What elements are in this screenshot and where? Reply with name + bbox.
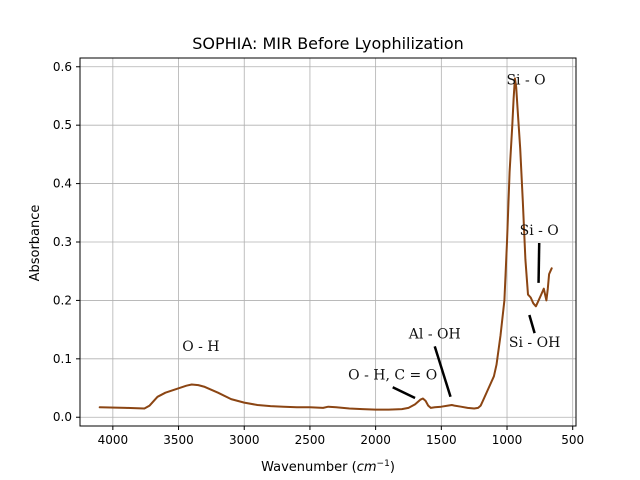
x-tick-label: 1500 — [426, 433, 457, 447]
x-tick-label: 4000 — [98, 433, 129, 447]
annotation-pointer — [433, 346, 452, 398]
axis-ticks: 4000 3500 3000 2500 2000 1500 1000 500 0.0 0.1 0.2… — [53, 60, 584, 447]
x-tick-label: 2000 — [360, 433, 391, 447]
x-axis-label: Wavenumber (cm−1) — [261, 459, 395, 475]
annotation-pointer — [537, 242, 541, 283]
x-tick-label: 500 — [561, 433, 584, 447]
y-tick-label: 0.3 — [53, 235, 72, 249]
grid-lines — [80, 58, 576, 426]
annotation-pointer — [392, 386, 416, 400]
y-axis-label: Absorbance — [28, 205, 43, 282]
y-tick-label: 0.2 — [53, 293, 72, 307]
peak-annotation: Si - O — [506, 72, 545, 88]
x-tick-label: 3000 — [229, 433, 260, 447]
annotation-pointer — [528, 314, 536, 334]
absorbance-line — [98, 77, 553, 411]
y-tick-label: 0.0 — [53, 410, 72, 424]
x-tick-label: 2500 — [295, 433, 326, 447]
peak-annotation: O - H, C = O — [348, 367, 437, 383]
x-tick-label: 3500 — [163, 433, 194, 447]
y-tick-label: 0.1 — [53, 352, 72, 366]
x-tick-label: 1000 — [492, 433, 523, 447]
y-tick-label: 0.5 — [53, 118, 72, 132]
y-tick-label: 0.4 — [53, 177, 72, 191]
series-layer — [98, 77, 553, 411]
y-tick-label: 0.6 — [53, 60, 72, 74]
chart-title: SOPHIA: MIR Before Lyophilization — [192, 34, 464, 53]
peak-annotation: O - H — [182, 339, 219, 355]
peak-annotation: Al - OH — [408, 326, 461, 342]
annotation-layer: O - H O - H, C = O Al - OH Si - O Si - O Si -… — [182, 72, 560, 400]
peak-annotation: Si - O — [520, 223, 559, 239]
peak-annotation: Si - OH — [509, 335, 560, 351]
